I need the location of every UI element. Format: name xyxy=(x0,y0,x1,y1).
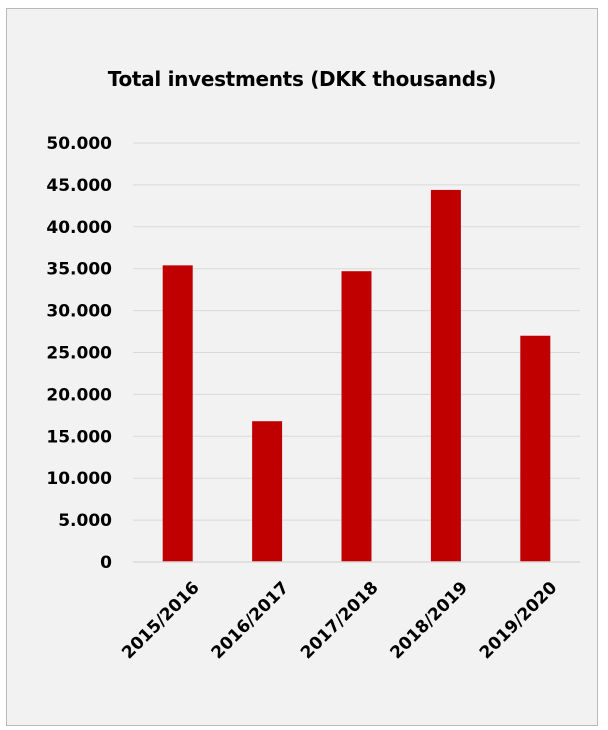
bar xyxy=(162,265,193,562)
x-tick-label: 2016/2017 xyxy=(208,578,293,663)
bar xyxy=(430,189,461,563)
bar xyxy=(341,271,372,562)
y-tick-label: 25.000 xyxy=(46,344,112,364)
x-tick-label: 2015/2016 xyxy=(118,578,203,663)
y-tick-label: 5.000 xyxy=(58,511,112,531)
y-tick-label: 0 xyxy=(100,553,112,573)
x-tick-label: 2018/2019 xyxy=(386,578,471,663)
bar xyxy=(252,421,283,562)
chart-title: Total investments (DKK thousands) xyxy=(107,67,497,91)
chart-panel: Total investments (DKK thousands) xyxy=(6,8,598,726)
x-tick-label: 2017/2018 xyxy=(297,578,382,663)
y-tick-label: 50.000 xyxy=(46,134,112,154)
y-tick-label: 10.000 xyxy=(46,469,112,489)
y-tick-label: 35.000 xyxy=(46,260,112,280)
bars xyxy=(162,189,551,563)
y-tick-label: 30.000 xyxy=(46,302,112,322)
bar xyxy=(520,335,551,562)
x-axis-ticks: 2015/2016 2016/2017 2017/2018 2018/2019 2019… xyxy=(118,578,561,664)
y-axis-ticks: 0 5.000 10.000 15.000 20.000 25.000 30.000 35.0… xyxy=(46,134,112,573)
y-tick-label: 15.000 xyxy=(46,427,112,447)
y-tick-label: 40.000 xyxy=(46,218,112,238)
x-tick-label: 2019/2020 xyxy=(476,578,562,664)
y-tick-label: 20.000 xyxy=(46,385,112,405)
y-tick-label: 45.000 xyxy=(46,176,112,196)
